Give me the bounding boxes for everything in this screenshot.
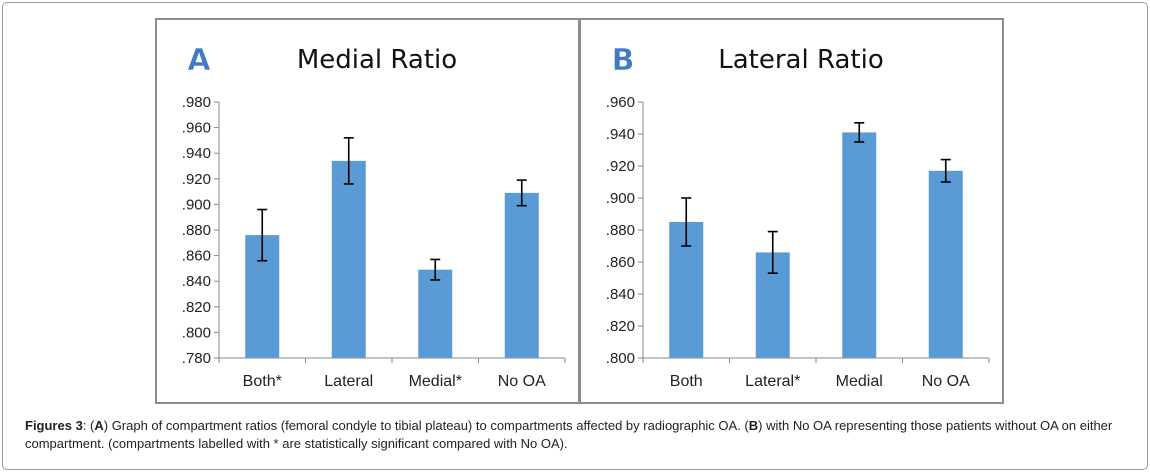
y-tick-label: .880: [606, 222, 635, 239]
y-tick-label: .960: [182, 120, 211, 137]
y-tick-label: .920: [606, 158, 635, 175]
chart-panel-a: A Medial Ratio .780 .800 .820 .840 .860 .880 .90…: [155, 18, 580, 404]
caption-text-2: ) Graph of compartment ratios (femoral c…: [103, 418, 749, 433]
y-tick-label: .860: [182, 248, 211, 265]
y-tick-label: .840: [606, 286, 635, 303]
y-tick-label: .840: [182, 273, 211, 290]
y-tick-label: .920: [182, 171, 211, 188]
y-tick-label: .820: [182, 299, 211, 316]
y-tick-label: .900: [182, 196, 211, 213]
figure-caption: Figures 3: (A) Graph of compartment rati…: [25, 417, 1125, 453]
x-tick-label: Medial*: [409, 373, 462, 390]
y-tick-label: .780: [182, 350, 211, 367]
x-tick-label: No OA: [922, 373, 970, 390]
chart-title: Lateral Ratio: [718, 45, 883, 75]
y-tick-label: .800: [182, 324, 211, 341]
y-tick-label: .940: [606, 126, 635, 143]
x-tick-label: Lateral: [324, 373, 373, 390]
y-tick-label: .860: [606, 254, 635, 271]
panel-letter: B: [612, 43, 635, 78]
bar: [842, 132, 877, 358]
caption-text-3: ) with No OA representing those patients…: [25, 418, 1113, 451]
y-tick-label: .960: [606, 94, 635, 111]
lateral-ratio-chart: B Lateral Ratio .800 .820 .840 .860 .880 .900 .9…: [606, 43, 990, 390]
x-tick-label: Medial: [836, 373, 883, 390]
x-tick-label: Both: [670, 373, 703, 390]
x-tick-label: No OA: [498, 373, 546, 390]
caption-text-1: : (: [82, 418, 95, 433]
caption-label: Figures 3: [25, 418, 83, 433]
y-tick-label: .820: [606, 318, 635, 335]
bar: [418, 269, 453, 358]
bar: [331, 160, 366, 358]
caption-letter-a: A: [94, 418, 104, 433]
bar: [504, 192, 539, 358]
y-tick-label: .940: [182, 145, 211, 162]
chart-panel-b: B Lateral Ratio .800 .820 .840 .860 .880 .900 .9…: [579, 18, 1004, 404]
x-tick-label: Lateral*: [745, 373, 800, 390]
bar: [928, 170, 963, 358]
chart-title: Medial Ratio: [297, 45, 457, 75]
panel-letter: A: [187, 43, 211, 78]
y-tick-label: .880: [182, 222, 211, 239]
medial-ratio-chart: A Medial Ratio .780 .800 .820 .840 .860 .880 .90…: [182, 43, 566, 390]
caption-letter-b: B: [748, 418, 759, 433]
y-tick-label: .900: [606, 190, 635, 207]
y-tick-label: .800: [606, 350, 635, 367]
y-tick-label: .980: [182, 94, 211, 111]
x-tick-label: Both*: [243, 373, 282, 390]
